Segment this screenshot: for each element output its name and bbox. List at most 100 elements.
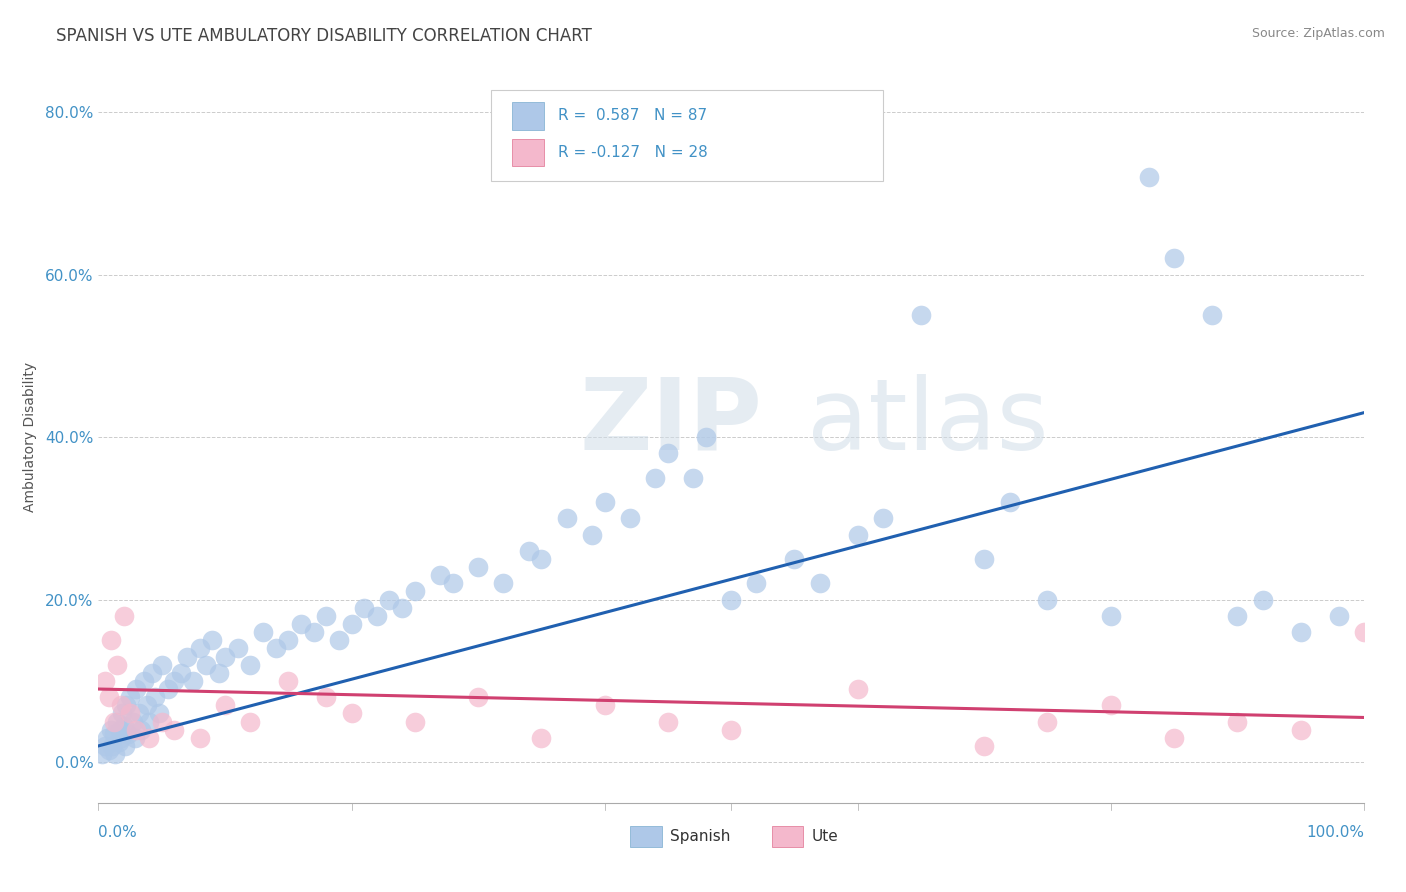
Point: [467, 690, 489, 705]
Point: [93, 673, 117, 688]
Point: [1353, 625, 1375, 640]
Point: [239, 714, 262, 729]
Point: [110, 731, 132, 745]
Text: Ute: Ute: [813, 829, 839, 844]
Point: [1327, 608, 1350, 623]
Point: [93, 739, 117, 753]
Point: [208, 665, 231, 680]
Point: [101, 739, 124, 753]
Point: [124, 731, 146, 745]
Point: [720, 592, 742, 607]
Point: [138, 714, 160, 729]
Point: [429, 568, 451, 582]
Point: [135, 698, 157, 713]
Point: [141, 665, 163, 680]
Point: [1201, 308, 1223, 322]
Point: [340, 706, 363, 721]
Point: [277, 633, 299, 648]
FancyBboxPatch shape: [491, 90, 883, 181]
Point: [188, 731, 211, 745]
Text: 0.0%: 0.0%: [98, 825, 138, 839]
Point: [214, 649, 236, 664]
Point: [1099, 608, 1122, 623]
Point: [103, 714, 125, 729]
Text: 100.0%: 100.0%: [1306, 825, 1364, 839]
Point: [201, 633, 224, 648]
Point: [1163, 252, 1185, 266]
Point: [593, 495, 616, 509]
Point: [150, 657, 173, 672]
Point: [145, 690, 166, 705]
Point: [657, 446, 679, 460]
Point: [302, 625, 325, 640]
Point: [131, 723, 153, 737]
Point: [194, 657, 217, 672]
Point: [530, 731, 553, 745]
Point: [517, 544, 540, 558]
Point: [910, 308, 932, 322]
Text: Source: ZipAtlas.com: Source: ZipAtlas.com: [1251, 27, 1385, 40]
Bar: [772, 826, 803, 847]
Text: R =  0.587   N = 87: R = 0.587 N = 87: [558, 109, 707, 123]
Point: [467, 560, 489, 574]
Point: [138, 731, 160, 745]
Point: [97, 690, 120, 705]
Point: [391, 600, 413, 615]
Point: [441, 576, 464, 591]
Point: [973, 552, 995, 566]
Point: [555, 511, 578, 525]
Point: [112, 718, 135, 732]
Point: [125, 681, 148, 696]
Bar: [630, 826, 661, 847]
Point: [720, 723, 742, 737]
Point: [226, 641, 249, 656]
Point: [353, 600, 375, 615]
Point: [872, 511, 894, 525]
Point: [120, 690, 141, 705]
Point: [404, 584, 426, 599]
Point: [1226, 608, 1249, 623]
Point: [695, 430, 717, 444]
Point: [104, 747, 127, 761]
Point: [277, 673, 299, 688]
Point: [214, 698, 236, 713]
Point: [150, 714, 173, 729]
Point: [1163, 731, 1185, 745]
Point: [183, 673, 205, 688]
Point: [107, 735, 129, 749]
Point: [163, 723, 186, 737]
Text: SPANISH VS UTE AMBULATORY DISABILITY CORRELATION CHART: SPANISH VS UTE AMBULATORY DISABILITY COR…: [56, 27, 592, 45]
Point: [264, 641, 287, 656]
Text: Spanish: Spanish: [671, 829, 731, 844]
Point: [783, 552, 806, 566]
Point: [110, 698, 132, 713]
Point: [148, 706, 170, 721]
Point: [530, 552, 553, 566]
Point: [128, 706, 150, 721]
Point: [117, 727, 139, 741]
Point: [315, 690, 337, 705]
Point: [644, 471, 666, 485]
Point: [404, 714, 426, 729]
Point: [315, 608, 337, 623]
Y-axis label: Ambulatory Disability: Ambulatory Disability: [22, 362, 37, 512]
Point: [107, 714, 129, 729]
Point: [239, 657, 262, 672]
Point: [91, 747, 114, 761]
Point: [1036, 714, 1059, 729]
Point: [108, 723, 131, 737]
Point: [973, 739, 995, 753]
Point: [120, 706, 141, 721]
Point: [115, 698, 138, 713]
Point: [619, 511, 641, 525]
Point: [107, 657, 129, 672]
Point: [100, 723, 122, 737]
Bar: [512, 102, 544, 130]
Point: [125, 723, 148, 737]
Point: [593, 698, 616, 713]
Point: [252, 625, 274, 640]
Point: [290, 617, 312, 632]
Point: [96, 731, 118, 745]
Point: [103, 727, 125, 741]
Point: [846, 527, 869, 541]
